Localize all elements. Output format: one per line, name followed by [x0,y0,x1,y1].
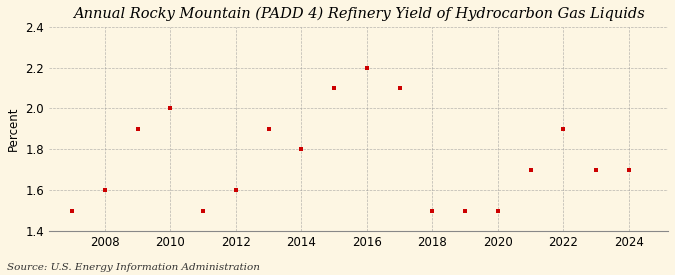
Point [525,167,536,172]
Text: Source: U.S. Energy Information Administration: Source: U.S. Energy Information Administ… [7,263,260,272]
Point [296,147,306,152]
Point [492,208,503,213]
Point [99,188,110,192]
Title: Annual Rocky Mountain (PADD 4) Refinery Yield of Hydrocarbon Gas Liquids: Annual Rocky Mountain (PADD 4) Refinery … [73,7,645,21]
Point [132,126,143,131]
Point [263,126,274,131]
Point [361,65,372,70]
Point [230,188,241,192]
Point [67,208,78,213]
Y-axis label: Percent: Percent [7,106,20,151]
Point [394,86,405,90]
Point [165,106,176,111]
Point [198,208,209,213]
Point [623,167,634,172]
Point [329,86,340,90]
Point [558,126,568,131]
Point [591,167,601,172]
Point [460,208,470,213]
Point [427,208,437,213]
